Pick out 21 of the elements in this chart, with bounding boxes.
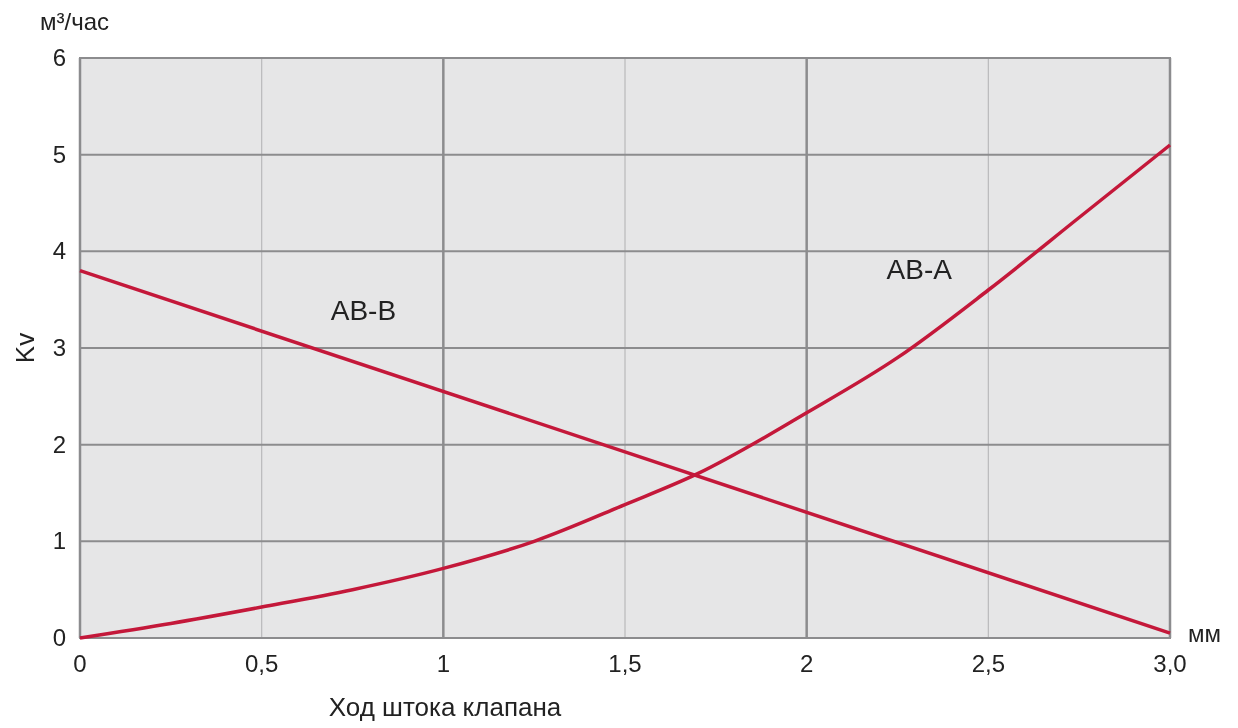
x-tick-label: 1: [436, 650, 451, 677]
x-axis-title: Ход штока клапана: [328, 692, 562, 722]
text: м³/час: [40, 8, 110, 35]
y-axis-title: Kv: [10, 332, 40, 364]
x-tick-label: 0,5: [244, 650, 279, 677]
y-tick-label: 6: [52, 44, 66, 71]
series-label: AB-A: [886, 254, 953, 286]
y-tick-label: 5: [52, 140, 66, 168]
y-tick-label: 0: [52, 624, 66, 651]
x-tick-label: 0: [73, 650, 87, 677]
y-tick-label: 2: [52, 430, 66, 458]
text: мм: [1188, 620, 1221, 647]
x-tick-label: 3,0: [1153, 650, 1187, 677]
x-tick-label: 2,5: [971, 650, 1006, 677]
y-tick-label: 4: [52, 237, 66, 265]
x-tick-label: 2: [799, 650, 814, 677]
y-tick-label: 1: [52, 527, 66, 555]
x-tick-label: 1,5: [608, 650, 642, 677]
y-tick-label: 3: [52, 334, 66, 361]
series-label: AB-B: [330, 294, 397, 326]
line-series: [78, 143, 1172, 640]
